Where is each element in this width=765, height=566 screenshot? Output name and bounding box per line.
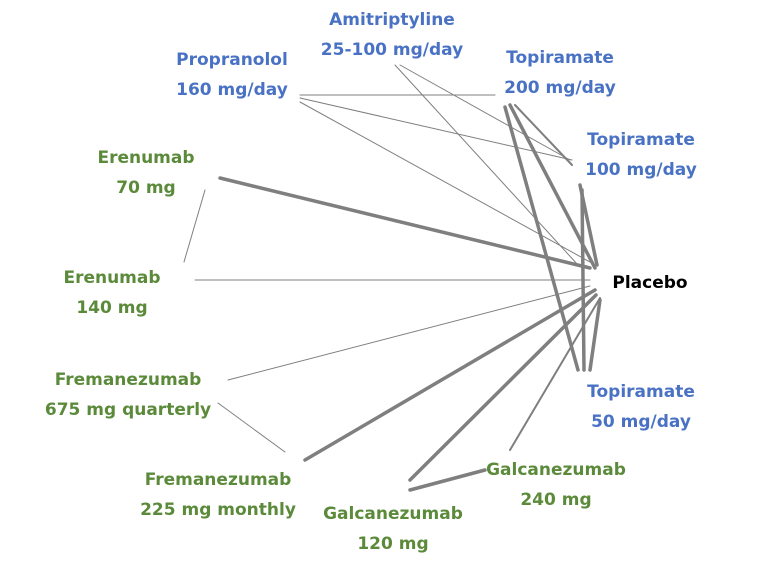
edge <box>588 298 602 372</box>
node-label: 675 mg quarterly <box>45 400 211 420</box>
edge <box>399 64 571 161</box>
node-label: Galcanezumab <box>323 504 463 524</box>
edge <box>408 468 487 492</box>
edge <box>408 293 598 482</box>
edge <box>394 64 579 266</box>
edge <box>299 101 591 263</box>
edge <box>183 189 206 263</box>
edge <box>303 288 597 462</box>
node-labels: Amitriptyline 25-100 mg/day Propranolol 160… <box>45 10 697 554</box>
edge <box>218 176 592 270</box>
node-label: 200 mg/day <box>504 78 616 98</box>
node-label: Topiramate <box>587 130 695 150</box>
edge <box>514 104 573 166</box>
node-label: 225 mg monthly <box>140 500 296 520</box>
node-label: Galcanezumab <box>486 460 626 480</box>
edge <box>509 297 601 451</box>
edge <box>503 105 580 372</box>
node-label: 120 mg <box>357 534 428 554</box>
node-label: Erenumab <box>97 148 194 168</box>
node-label: Amitriptyline <box>329 10 455 30</box>
node-label: 70 mg <box>116 178 175 198</box>
node-label: Erenumab <box>63 268 160 288</box>
node-label: Propranolol <box>176 50 288 70</box>
node-label: 100 mg/day <box>585 160 697 180</box>
node-label: Fremanezumab <box>145 470 292 490</box>
node-label: 50 mg/day <box>591 412 691 432</box>
edge <box>299 97 573 161</box>
node-label: 160 mg/day <box>176 80 288 100</box>
node-label: 25-100 mg/day <box>321 40 463 60</box>
node-label: Placebo <box>612 273 687 293</box>
node-label: 140 mg <box>76 298 147 318</box>
node-label: Topiramate <box>506 48 614 68</box>
node-label: Topiramate <box>587 382 695 402</box>
edges <box>183 64 602 492</box>
node-label: Fremanezumab <box>55 370 202 390</box>
edge <box>227 285 591 381</box>
edge <box>217 402 286 453</box>
node-label: 240 mg <box>520 490 591 510</box>
